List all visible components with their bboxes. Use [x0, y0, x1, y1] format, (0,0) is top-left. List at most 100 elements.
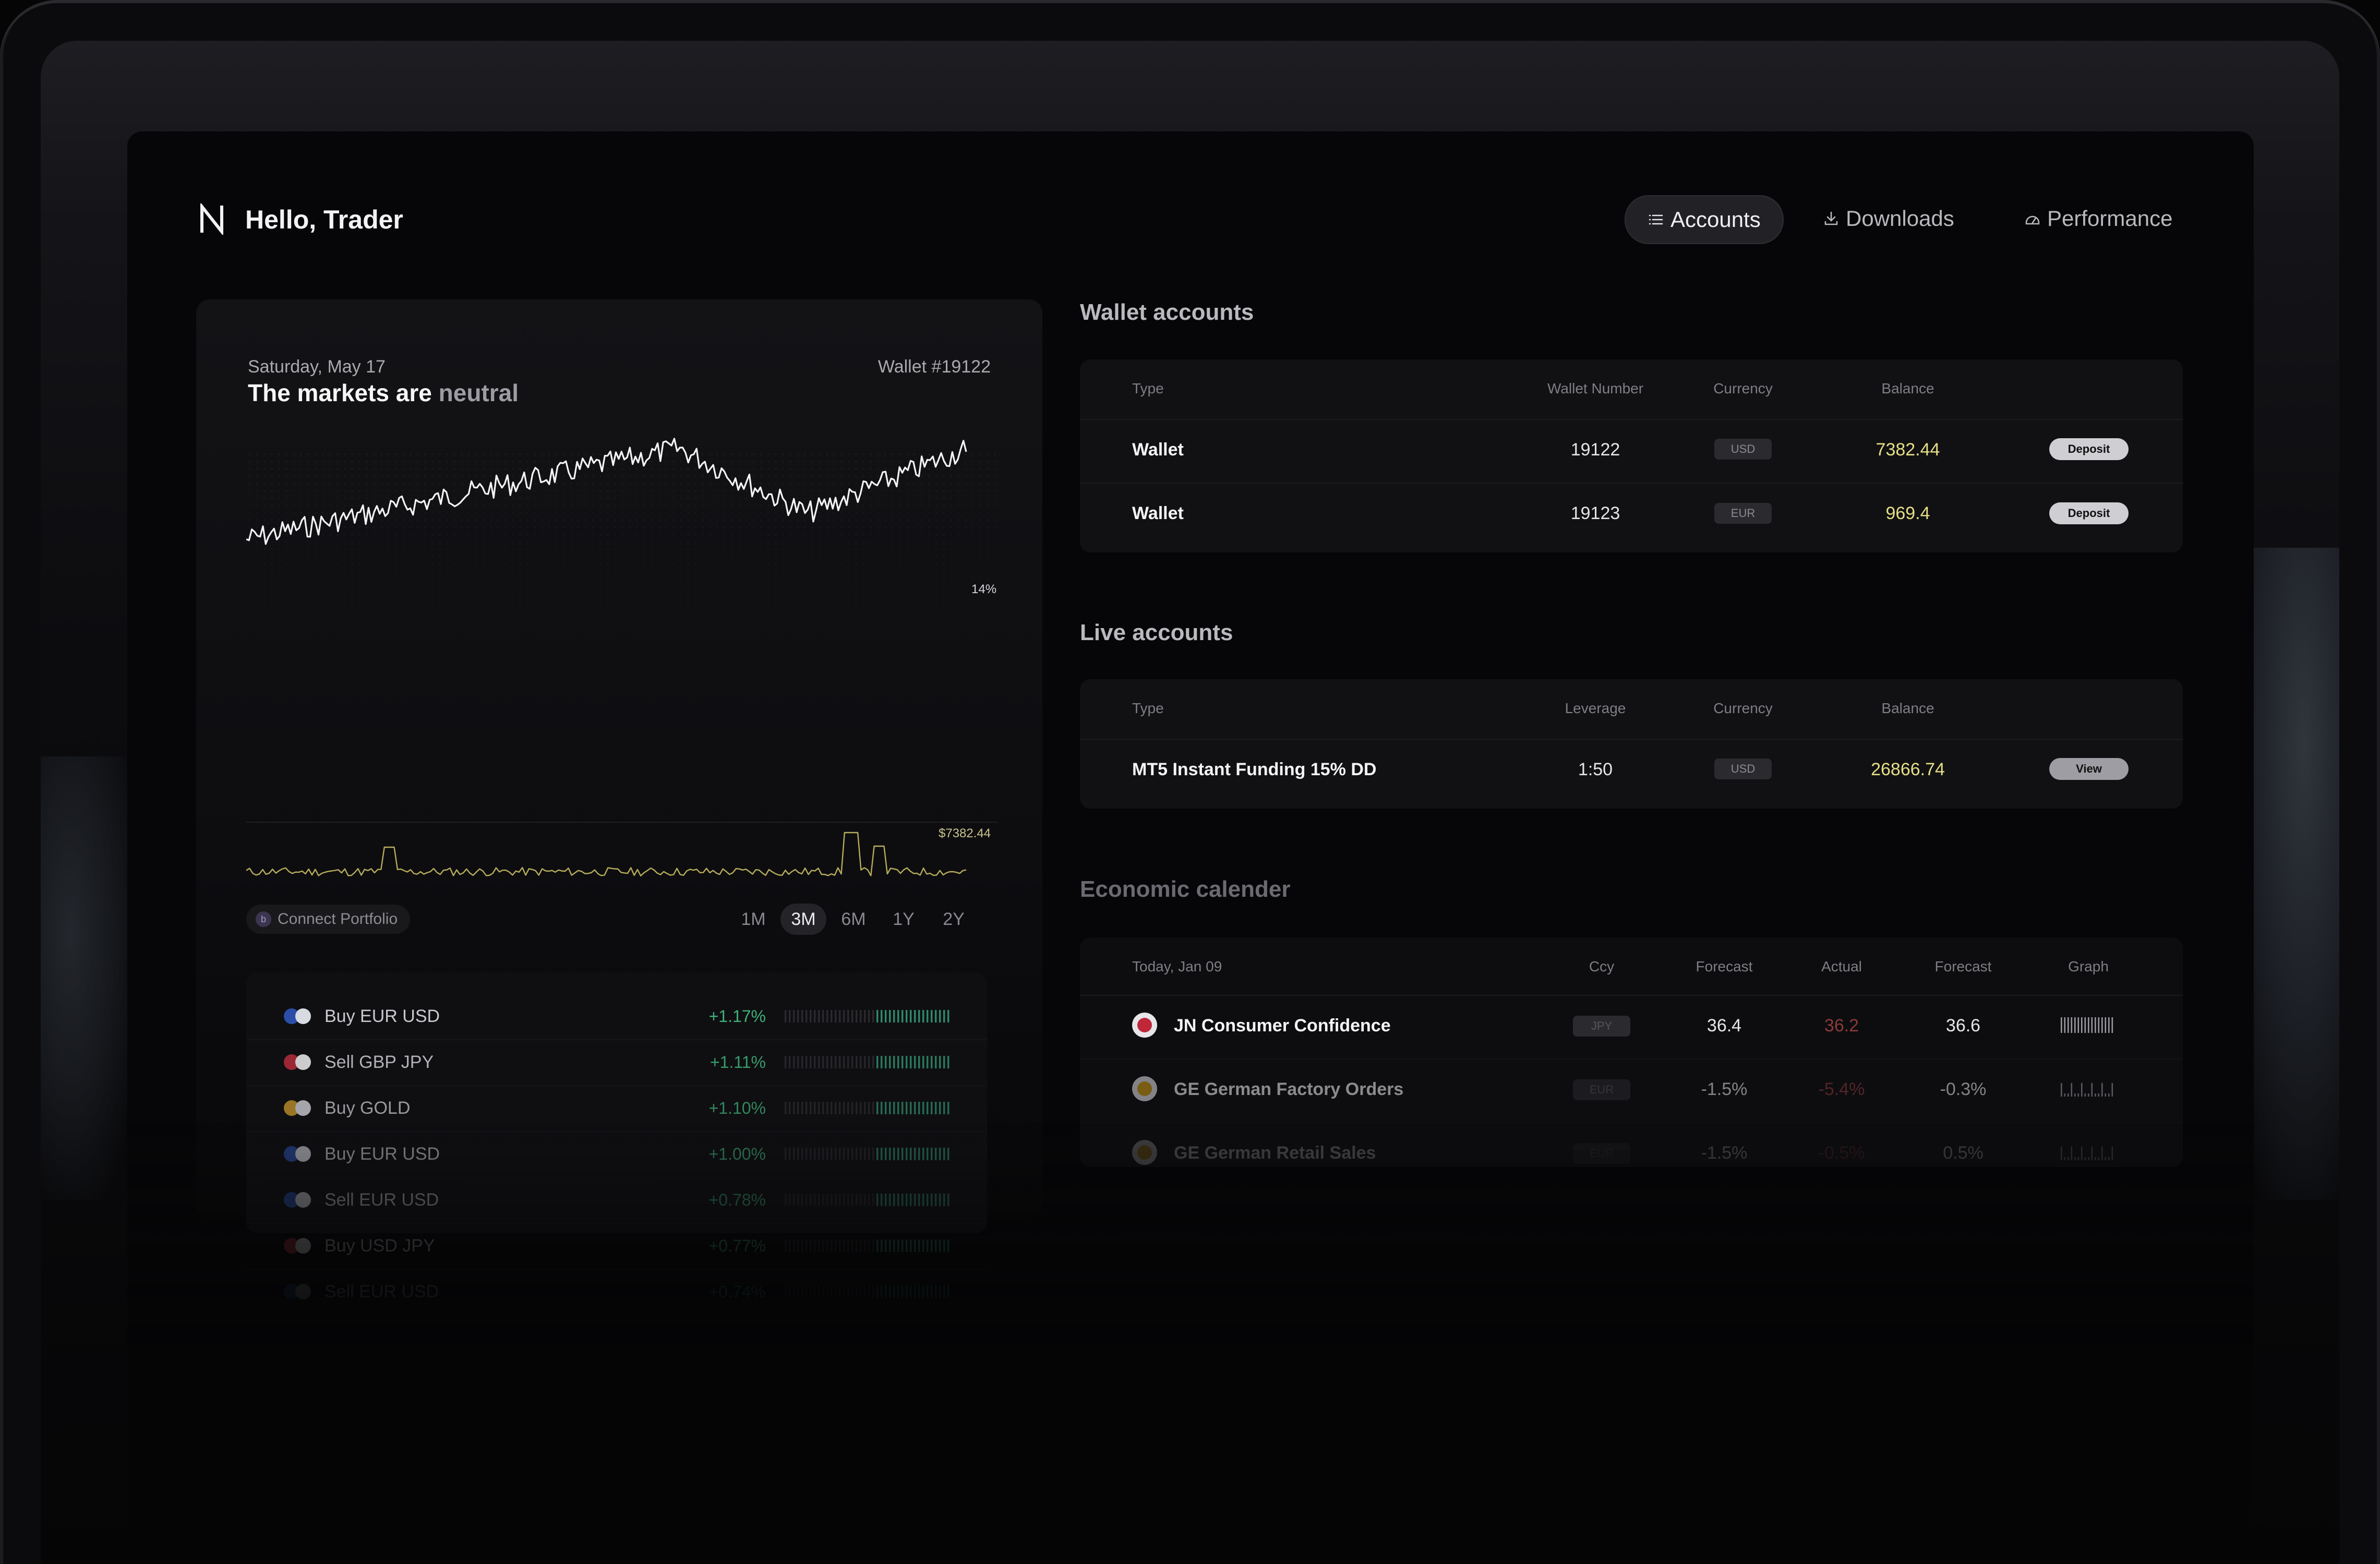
divider: [1080, 1122, 2183, 1123]
live-accounts-table: Type Leverage Currency Balance MT5 Insta…: [1080, 679, 2183, 809]
period-6m[interactable]: 6M: [841, 909, 866, 929]
period-3m[interactable]: 3M: [780, 904, 826, 935]
wallet-number: 19122: [1570, 440, 1620, 460]
signal-name: Buy EUR USD: [324, 1006, 440, 1026]
currency-pair-flag-icon: [284, 1008, 311, 1024]
price-line: [246, 438, 967, 545]
wallet-id: Wallet #19122: [878, 357, 991, 377]
col-type: Type: [1132, 700, 1164, 716]
country-flag-icon: [1132, 1013, 1157, 1038]
forecast-value: -1.5%: [1701, 1143, 1748, 1163]
signal-name: Sell EUR USD: [324, 1189, 439, 1210]
deposit-button[interactable]: Deposit: [2049, 438, 2129, 460]
account-balance: 7382.44: [1876, 440, 1940, 460]
period-1m[interactable]: 1M: [741, 909, 766, 929]
account-type: Wallet: [1132, 440, 1184, 460]
currency-pair-flag-icon: [284, 1146, 311, 1162]
forecast-value: 36.4: [1706, 1016, 1742, 1036]
volume-value: $7382.44: [939, 826, 991, 840]
connect-portfolio-button[interactable]: b Connect Portfolio: [246, 905, 411, 934]
live-accounts-title: Live accounts: [1080, 620, 1233, 645]
col-forecast-next: Forecast: [1934, 958, 1992, 975]
economic-calendar-table: Today, Jan 09 Ccy Forecast Actual Foreca…: [1080, 937, 2183, 1167]
account-leverage: 1:50: [1578, 760, 1613, 779]
nav-downloads-label: Downloads: [1846, 206, 1954, 231]
signal-strength-bars: [785, 1056, 949, 1068]
nav-performance[interactable]: Performance: [2002, 195, 2194, 242]
currency-badge: EUR: [1573, 1143, 1630, 1164]
signal-name: Buy EUR USD: [324, 1144, 440, 1164]
view-button[interactable]: View: [2049, 758, 2129, 780]
col-date: Today, Jan 09: [1132, 958, 1222, 975]
signal-strength-bars: [785, 1194, 949, 1206]
economic-calendar-title: Economic calender: [1080, 876, 1291, 902]
flag-quote: [295, 1146, 311, 1162]
flag-quote: [295, 1238, 311, 1254]
current-date: Saturday, May 17: [248, 357, 386, 377]
list-item[interactable]: Buy EUR USD +1.17%: [246, 993, 987, 1040]
period-selector: 1M 3M 6M 1Y 2Y: [730, 904, 977, 935]
divider: [1080, 995, 2183, 996]
list-item[interactable]: Buy USD JPY +0.77%: [246, 1223, 987, 1270]
col-ccy: Ccy: [1589, 958, 1615, 975]
signal-change: +1.10%: [708, 1098, 766, 1117]
divider: [1080, 483, 2183, 484]
wallpaper-mountain-left: [41, 756, 140, 1200]
currency-badge: EUR: [1573, 1079, 1630, 1100]
market-sentiment: The markets are neutral: [248, 379, 519, 407]
currency-badge: JPY: [1573, 1016, 1630, 1037]
actual-value: 36.2: [1824, 1016, 1859, 1036]
list-item[interactable]: Buy EUR USD +1.00%: [246, 1131, 987, 1178]
list-item[interactable]: Buy GOLD +1.10%: [246, 1085, 987, 1132]
flag-quote: [295, 1008, 311, 1024]
price-line-chart[interactable]: [246, 425, 997, 581]
period-1y[interactable]: 1Y: [893, 909, 915, 929]
col-balance: Balance: [1881, 380, 1934, 396]
event-name: GE German Retail Sales: [1174, 1143, 1376, 1163]
currency-pair-flag-icon: [284, 1284, 311, 1300]
list-item[interactable]: Sell EUR USD +0.78%: [246, 1177, 987, 1224]
signal-strength-bars: [785, 1148, 949, 1160]
signal-change: +1.00%: [708, 1144, 766, 1163]
wallet-number: 19123: [1570, 503, 1620, 523]
flag-center: [1137, 1145, 1152, 1160]
list-item[interactable]: Sell GBP JPY +1.11%: [246, 1039, 987, 1086]
market-sentiment-prefix: The markets are: [248, 379, 432, 406]
col-actual: Actual: [1821, 958, 1862, 975]
list-item[interactable]: Sell EUR USD +0.74%: [246, 1269, 987, 1316]
forecast-value: -1.5%: [1701, 1079, 1748, 1099]
event-name: GE German Factory Orders: [1174, 1079, 1404, 1099]
gauge-icon: [2025, 215, 2040, 225]
logo-icon: [200, 203, 223, 235]
signal-name: Sell EUR USD: [324, 1281, 439, 1302]
period-2y[interactable]: 2Y: [943, 909, 965, 929]
signal-change: +1.11%: [710, 1052, 766, 1072]
currency-badge: USD: [1714, 759, 1772, 779]
divider: [1080, 419, 2183, 420]
account-type: Wallet: [1132, 503, 1184, 523]
flag-quote: [295, 1284, 311, 1300]
signal-change: +0.78%: [708, 1190, 766, 1209]
signal-change: +1.17%: [708, 1006, 766, 1026]
signal-change: +0.77%: [708, 1236, 766, 1255]
market-overview-card: Saturday, May 17 Wallet #19122 The marke…: [196, 299, 1042, 1316]
signal-strength-bars: [785, 1285, 949, 1298]
forecast-next-value: 36.6: [1945, 1016, 1981, 1036]
nav-accounts[interactable]: Accounts: [1625, 195, 1784, 244]
col-graph: Graph: [2068, 958, 2109, 975]
country-flag-icon: [1132, 1076, 1157, 1101]
nav-accounts-label: Accounts: [1670, 207, 1761, 232]
currency-pair-flag-icon: [284, 1100, 311, 1116]
change-percentage: 14%: [971, 582, 997, 596]
deposit-button[interactable]: Deposit: [2049, 502, 2129, 524]
divider: [1080, 1058, 2183, 1060]
portfolio-icon: b: [256, 911, 271, 927]
signals-list: Buy EUR USD +1.17% Sell GBP JPY +1.11% Buy G…: [246, 972, 987, 1316]
event-graph: [2061, 1017, 2113, 1033]
country-flag-icon: [1132, 1140, 1157, 1165]
nav-downloads[interactable]: Downloads: [1801, 195, 1976, 242]
app-screen: Hello, Trader Accounts Downloads Perform…: [127, 131, 2254, 1564]
event-graph: [2061, 1147, 2113, 1160]
signal-name: Buy USD JPY: [324, 1235, 435, 1256]
account-type: MT5 Instant Funding 15% DD: [1132, 760, 1377, 779]
